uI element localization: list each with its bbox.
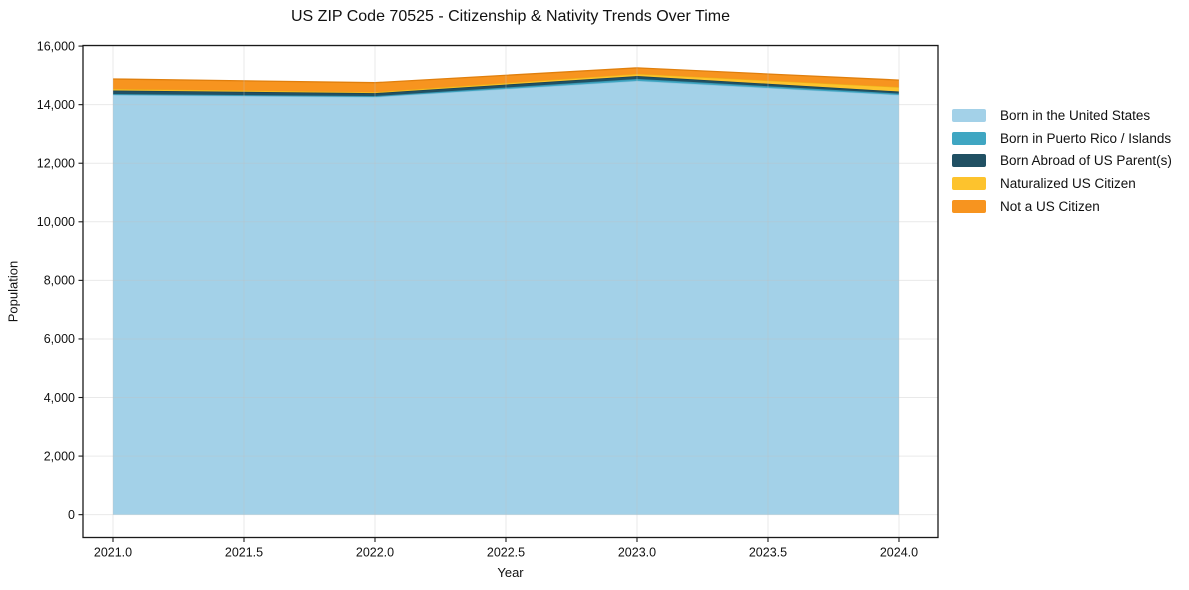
y-tick-label: 6,000 — [44, 332, 75, 346]
x-tick-label: 2022.0 — [356, 546, 394, 560]
legend-label: Not a US Citizen — [1000, 199, 1100, 215]
x-tick-label: 2022.5 — [487, 546, 525, 560]
legend-label: Born Abroad of US Parent(s) — [1000, 153, 1172, 169]
x-tick-label: 2021.5 — [225, 546, 263, 560]
y-tick-label: 2,000 — [44, 449, 75, 463]
plot-border — [82, 44, 939, 539]
area-band-2 — [113, 76, 899, 96]
y-tick-label: 8,000 — [44, 274, 75, 288]
x-axis-label: Year — [497, 565, 524, 580]
legend-label: Born in Puerto Rico / Islands — [1000, 130, 1172, 146]
y-tick-label: 16,000 — [37, 39, 75, 53]
y-axis-label: Population — [5, 260, 21, 323]
legend-swatch-not-citizen — [952, 200, 986, 214]
legend-label: Naturalized US Citizen — [1000, 176, 1136, 192]
legend-item: Naturalized US Citizen — [952, 172, 1172, 195]
legend-item: Not a US Citizen — [952, 195, 1172, 218]
x-tick-label: 2021.0 — [94, 546, 132, 560]
area-band-4 — [113, 67, 899, 93]
y-tick-label: 10,000 — [37, 215, 75, 229]
x-tick-label: 2024.0 — [880, 546, 918, 560]
x-tick-label: 2023.0 — [618, 546, 656, 560]
legend-item: Born in the United States — [952, 104, 1172, 127]
legend-item: Born Abroad of US Parent(s) — [952, 150, 1172, 173]
y-tick-label: 0 — [68, 508, 75, 522]
area-band-0 — [113, 80, 899, 515]
legend-swatch-naturalized — [952, 177, 986, 191]
area-band-edge-4 — [112, 67, 900, 84]
legend-swatch-born-abroad — [952, 154, 986, 168]
y-tick-label: 4,000 — [44, 391, 75, 405]
legend-item: Born in Puerto Rico / Islands — [952, 127, 1172, 150]
chart-title: US ZIP Code 70525 - Citizenship & Nativi… — [291, 8, 730, 25]
legend-swatch-puerto-rico — [952, 131, 986, 145]
legend-label: Born in the United States — [1000, 107, 1151, 123]
y-tick-label: 14,000 — [37, 98, 75, 112]
x-tick-label: 2023.5 — [749, 546, 787, 560]
legend-swatch-born-us — [952, 108, 986, 122]
legend: Born in the United States Born in Puerto… — [952, 104, 1172, 218]
y-tick-label: 12,000 — [37, 157, 75, 171]
